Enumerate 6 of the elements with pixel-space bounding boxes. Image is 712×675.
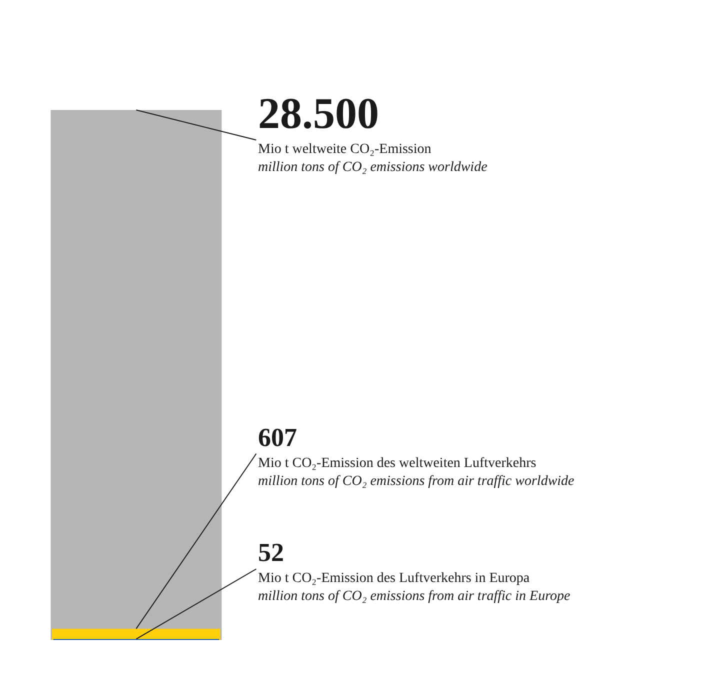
annotation: Mio t weltweite CO₂-Emission million tons of CO₂ emissions worldwide [258,142,488,176]
annotation: Mio t CO₂-Emission des weltweiten Luftverkehrs million tons of CO₂ emissions from air traffic worldwide [258,456,574,490]
annotation: Mio t CO₂-Emission des Luftverkehrs in Europa million tons of CO₂ emissions from air traffic in Europe [258,571,570,604]
data-label: 52 [258,538,284,567]
data-label: 28.500 [258,89,379,138]
data-label: 607 [258,423,297,452]
